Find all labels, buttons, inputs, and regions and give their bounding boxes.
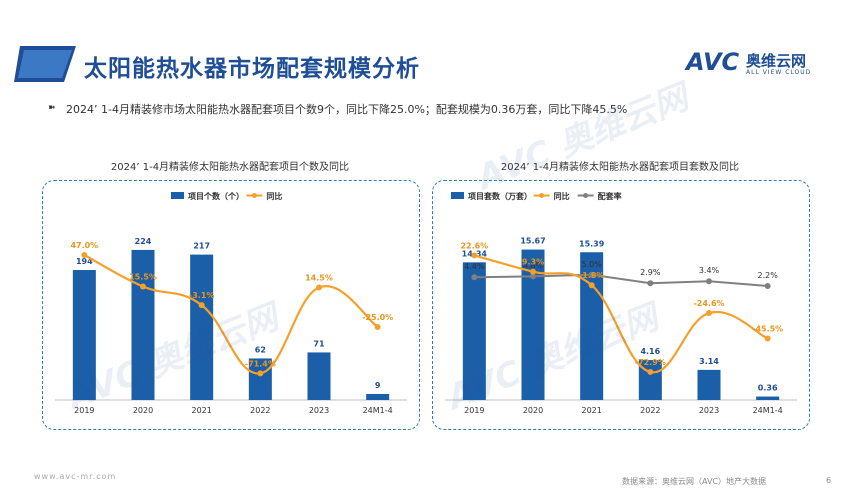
legend-yoy-label: 同比	[266, 191, 282, 201]
chart-1-svg: 项目个数（个） 同比 194 2019 224 2020 217 2021 62 2022 71 20…	[55, 191, 407, 415]
x-tick-label: 2020	[523, 406, 543, 415]
yoy-value-label: 47.0%	[70, 241, 98, 250]
rate-point	[588, 271, 595, 278]
rate-point	[764, 283, 771, 289]
logo-sub-text: ALL VIEW CLOUD	[746, 69, 812, 76]
yoy-point	[198, 302, 205, 309]
legend-yoy-marker	[539, 193, 545, 198]
yoy-point	[257, 370, 264, 377]
rate-value-label: 3.4%	[699, 266, 720, 275]
bar-value-label: 71	[313, 339, 325, 348]
bar-value-label: 15.39	[579, 239, 605, 248]
chart-2-title: 2024’ 1-4月精装修太阳能热水器配套项目套数及同比	[500, 162, 740, 173]
bar-value-label: 194	[76, 257, 93, 266]
x-tick-label: 2019	[74, 406, 94, 415]
legend-rate-label: 配套率	[598, 191, 622, 201]
yoy-value-label: 22.6%	[460, 241, 488, 250]
bar-value-label: 4.16	[640, 347, 660, 356]
rate-point	[471, 274, 478, 281]
yoy-point	[530, 268, 536, 275]
rate-value-label: 2.9%	[640, 268, 661, 277]
yoy-point	[647, 368, 654, 375]
bar	[248, 358, 272, 400]
x-tick-label: 2022	[640, 406, 660, 415]
yoy-line	[474, 254, 769, 374]
bar	[697, 369, 721, 400]
rate-value-label: 4.6%	[523, 261, 544, 270]
logo-main-text: AVC	[686, 48, 740, 76]
yoy-value-label: -71.4%	[245, 359, 276, 368]
title-banner-icon	[14, 46, 76, 82]
yoy-point	[81, 252, 88, 258]
bar	[580, 252, 604, 400]
bullet-icon: ➽	[48, 103, 56, 113]
footer-source: 数据来源：奥维云网（AVC）地产大数据	[622, 477, 767, 486]
yoy-point	[316, 284, 322, 291]
bar-value-label: 15.67	[520, 237, 545, 246]
yoy-value-label: 14.5%	[305, 274, 333, 283]
x-tick-label: 2023	[309, 406, 329, 415]
yoy-value-label: 15.5%	[129, 273, 157, 282]
yoy-value-label: 9.3%	[522, 258, 544, 267]
legend-bar-label: 项目套数（万套）	[468, 191, 532, 201]
legend-bar-swatch	[451, 192, 464, 199]
bar-value-label: 62	[255, 345, 266, 354]
page-title: 太阳能热水器市场配套规模分析	[84, 56, 420, 82]
rate-point	[706, 278, 712, 285]
rate-point	[647, 280, 654, 287]
legend-bar-swatch	[171, 192, 184, 199]
chart-1-title: 2024’ 1-4月精装修太阳能热水器配套项目个数及同比	[110, 162, 350, 173]
rate-value-label: 4.4%	[464, 262, 485, 271]
yoy-value-label: -45.5%	[752, 325, 783, 334]
bar	[756, 396, 780, 400]
bar	[72, 270, 96, 400]
yoy-value-label: -3.1%	[189, 291, 215, 300]
bar-value-label: 3.14	[699, 357, 719, 366]
yoy-value-label: -24.6%	[693, 299, 724, 308]
page-number: 6	[826, 476, 832, 485]
legend-yoy-marker	[251, 193, 257, 198]
summary-text: 2024’ 1-4月精装修市场太阳能热水器配套项目个数9个，同比下降25.0%；…	[66, 103, 628, 116]
legend-yoy-label: 同比	[554, 191, 570, 201]
x-tick-label: 2019	[464, 406, 484, 415]
yoy-point	[588, 282, 595, 289]
logo-cn-text: 奥维云网	[746, 52, 807, 70]
legend-rate-marker	[583, 193, 589, 198]
x-tick-label: 2021	[581, 406, 601, 415]
rate-point	[530, 273, 536, 280]
x-tick-label: 24M1-4	[363, 406, 393, 415]
x-tick-label: 2020	[133, 406, 153, 415]
yoy-value-label: -25.0%	[362, 313, 393, 322]
bar	[366, 393, 390, 400]
rate-line	[474, 273, 768, 287]
yoy-point	[140, 283, 146, 290]
bar-value-label: 9	[375, 381, 381, 390]
rate-value-label: 2.2%	[758, 271, 779, 280]
x-tick-label: 2022	[250, 406, 270, 415]
yoy-point	[471, 252, 478, 259]
rate-value-label: 5.0%	[582, 260, 603, 269]
bar	[462, 262, 486, 400]
bar	[307, 352, 331, 400]
chart-2-panel: 项目套数（万套）同比配套率14.34201915.67202015.392021…	[432, 180, 810, 430]
chart-2-svg: 项目套数（万套）同比配套率14.34201915.67202015.392021…	[445, 191, 797, 415]
yoy-value-label: -1.8%	[579, 271, 605, 280]
bar	[521, 249, 545, 400]
bar	[190, 254, 214, 400]
bar	[131, 249, 155, 400]
legend-bar-label: 项目个数（个）	[188, 191, 244, 201]
x-tick-label: 2023	[699, 406, 719, 415]
yoy-value-label: -72.9%	[635, 358, 666, 367]
x-tick-label: 24M1-4	[753, 406, 783, 415]
yoy-point	[764, 335, 771, 342]
yoy-point	[706, 310, 712, 317]
chart-1-panel: 项目个数（个） 同比 194 2019 224 2020 217 2021 62 2022 71 20…	[42, 180, 420, 430]
yoy-point	[374, 324, 381, 330]
x-tick-label: 2021	[191, 406, 211, 415]
bar-value-label: 224	[135, 237, 152, 246]
footer-website: www.avc-mr.com	[34, 472, 117, 481]
bar-value-label: 217	[193, 242, 210, 251]
avc-logo: AVC 奥维云网 ALL VIEW CLOUD	[686, 48, 826, 82]
bar-value-label: 0.36	[758, 384, 778, 393]
